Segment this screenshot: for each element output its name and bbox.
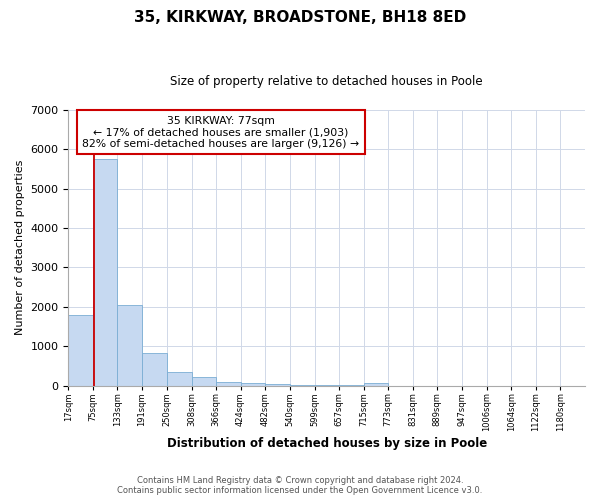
Bar: [290, 384, 314, 386]
Text: Contains HM Land Registry data © Crown copyright and database right 2024.
Contai: Contains HM Land Registry data © Crown c…: [118, 476, 482, 495]
Bar: [216, 382, 241, 386]
Bar: [68, 316, 93, 386]
Bar: [142, 353, 167, 386]
Text: 35 KIRKWAY: 77sqm
← 17% of detached houses are smaller (1,903)
82% of semi-detac: 35 KIRKWAY: 77sqm ← 17% of detached hous…: [82, 116, 359, 148]
Y-axis label: Number of detached properties: Number of detached properties: [15, 160, 25, 336]
Bar: [118, 305, 142, 386]
Bar: [167, 372, 191, 386]
Bar: [93, 159, 118, 386]
Bar: [265, 384, 290, 386]
Text: 35, KIRKWAY, BROADSTONE, BH18 8ED: 35, KIRKWAY, BROADSTONE, BH18 8ED: [134, 10, 466, 25]
Bar: [314, 385, 339, 386]
Bar: [241, 383, 265, 386]
Bar: [364, 383, 388, 386]
Bar: [191, 377, 216, 386]
Title: Size of property relative to detached houses in Poole: Size of property relative to detached ho…: [170, 75, 483, 88]
X-axis label: Distribution of detached houses by size in Poole: Distribution of detached houses by size …: [167, 437, 487, 450]
